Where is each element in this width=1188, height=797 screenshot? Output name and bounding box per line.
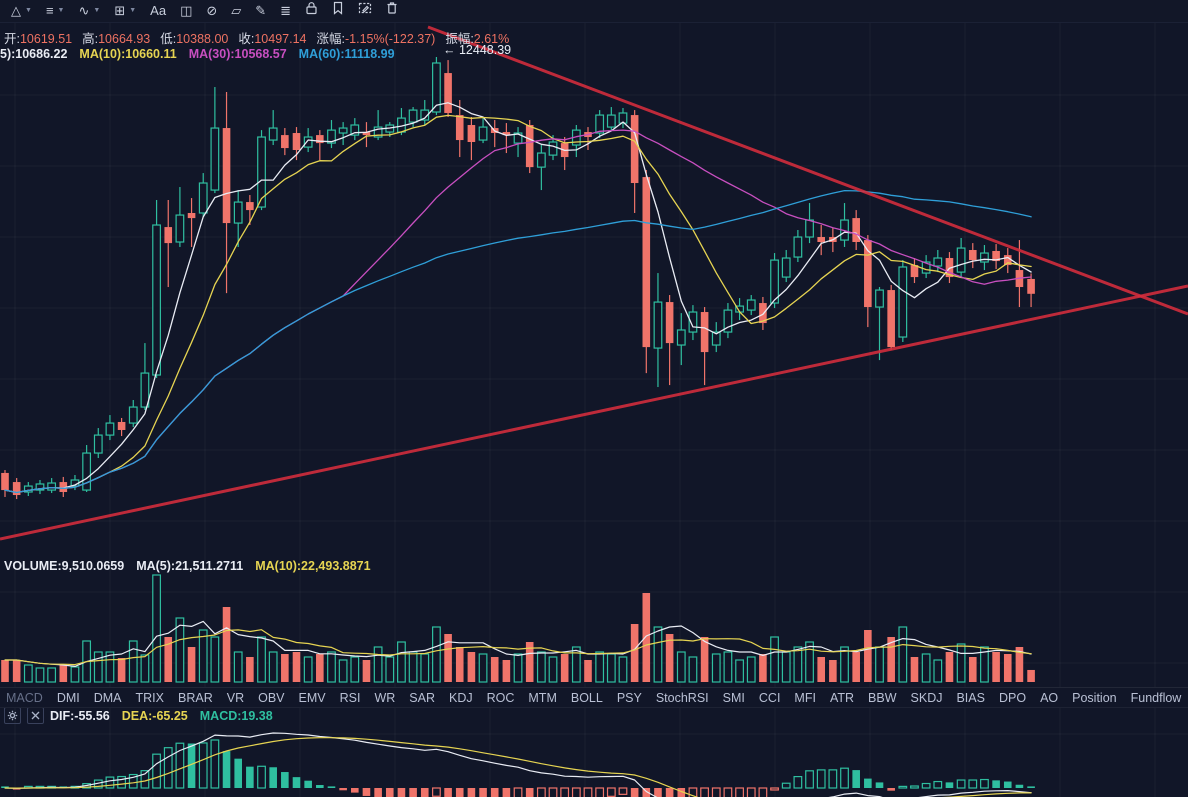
tab-ATR[interactable]: ATR [829,690,855,705]
volume-legend: VOLUME:9,510.0659 MA(5):21,511.2711 MA(10)… [4,559,383,573]
trend-line-icon: △ [11,3,21,18]
tab-SKDJ[interactable]: SKDJ [910,690,943,705]
tab-BIAS[interactable]: BIAS [956,690,985,705]
magnet-tool[interactable]: ⊘ [199,1,224,21]
tab-EMV[interactable]: EMV [298,690,326,705]
tab-SAR[interactable]: SAR [409,690,435,705]
pattern-icon: ⊞ [114,3,126,18]
tab-BOLL[interactable]: BOLL [570,690,603,705]
chevron-down-icon: ▼ [57,7,65,14]
legend-item: MA(60):11118.99 [298,47,395,61]
screenshot-icon [358,1,372,21]
text-icon: Aa [150,3,167,18]
ohlc-field: 高:10664.93 [82,32,151,46]
wave-tool[interactable]: ∿ ▼ [71,1,107,21]
tab-WR[interactable]: WR [374,690,396,705]
tab-DMA[interactable]: DMA [93,690,122,705]
indicator-tabstrip: MACD DMI DMA TRIX BRAR VR OBV EMV RSI WR SAR KDJ ROC… [0,687,1188,708]
ma-legend: 5):10686.22 MA(10):10660.11 MA(30):10568.5… [0,47,407,61]
tab-OBV[interactable]: OBV [258,690,285,705]
legend-item: DEA:-65.25 [121,708,188,723]
parallel-lines-tool[interactable]: ≡ ▼ [39,1,72,21]
tab-VR[interactable]: VR [226,690,245,705]
tab-DPO[interactable]: DPO [998,690,1027,705]
tab-MTM[interactable]: MTM [528,690,557,705]
ohlc-field: 涨幅:-1.15%(-122.37) [316,32,436,46]
ohlc-field: 收:10497.14 [238,32,307,46]
tab-MFI[interactable]: MFI [794,690,816,705]
legend-item: MA(30):10568.57 [188,47,287,61]
ohlc-field: 开:10619.51 [4,32,73,46]
magnet-icon: ⊘ [206,3,218,18]
bookmark-icon [332,1,344,21]
tab-PSY[interactable]: PSY [616,690,642,705]
lock-tool[interactable] [298,1,325,21]
trendline-drawing [0,284,1188,541]
tab-StochRSI[interactable]: StochRSI [655,690,709,705]
tab-RSI[interactable]: RSI [339,690,361,705]
tab-Fundflow[interactable]: Fundflow [1130,690,1182,705]
legend-item: 5):10686.22 [0,47,68,61]
measure-icon: ≣ [280,3,292,18]
trend-line-tool[interactable]: △ ▼ [4,1,39,21]
trendline-drawing [427,25,1188,316]
tab-TRIX[interactable]: TRIX [135,690,164,705]
macd-legend: DIF:-55.56 DEA:-65.25 MACD:19.38 [4,707,285,724]
delete-drawings-icon [386,1,398,21]
measure-tool[interactable]: ≣ [273,1,298,21]
drawing-toolbar: △ ▼ ≡ ▼ ∿ ▼ ⊞ ▼ Aa ◫ ⊘ ▱ ✎ ≣ [0,0,1188,23]
freehand-draw-tool[interactable]: ✎ [248,1,273,21]
chevron-down-icon: ▼ [129,7,137,14]
eraser-icon: ◫ [180,3,193,18]
tab-CCI[interactable]: CCI [758,690,781,705]
tab-SMI[interactable]: SMI [722,690,745,705]
bookmark-tool[interactable] [325,1,351,21]
tab-KDJ[interactable]: KDJ [448,690,473,705]
ruler-icon: ▱ [231,3,242,18]
legend-item: MA(10):22,493.8871 [255,559,371,573]
eraser-tool[interactable]: ◫ [173,1,199,21]
text-tool[interactable]: Aa [143,1,173,21]
tab-Position[interactable]: Position [1072,690,1117,705]
screenshot-tool[interactable] [351,1,379,21]
gear-icon [7,710,18,721]
tab-BRAR[interactable]: BRAR [178,690,213,705]
chevron-down-icon: ▼ [25,7,32,14]
freehand-draw-icon: ✎ [255,3,267,18]
ohlc-field: 低:10388.00 [160,32,229,46]
price-annotation: ← 12448.39 [443,43,512,57]
legend-item: MACD:19.38 [199,708,273,723]
close-icon [31,711,40,720]
indicator-close-button[interactable] [27,707,44,724]
legend-item: MA(10):10660.11 [79,47,177,61]
chevron-down-icon: ▼ [93,7,101,14]
legend-item: VOLUME:9,510.0659 [4,559,125,573]
legend-item: MA(5):21,511.2711 [136,559,244,573]
tab-DMI[interactable]: DMI [56,690,80,705]
wave-icon: ∿ [78,3,90,18]
ohlc-legend: 开:10619.51 高:10664.93 低:10388.00 收:10497.14… [4,28,519,47]
tab-ROC[interactable]: ROC [486,690,515,705]
pattern-tool[interactable]: ⊞ ▼ [107,1,143,21]
parallel-lines-icon: ≡ [45,3,54,18]
tab-BBW[interactable]: BBW [868,690,897,705]
tab-AO[interactable]: AO [1040,690,1059,705]
indicator-settings-button[interactable] [4,707,21,724]
ohlc-field: 振幅:2.61% [445,32,510,46]
lock-icon [305,1,318,21]
ruler-tool[interactable]: ▱ [224,1,248,21]
tab-MACD[interactable]: MACD [6,690,43,705]
delete-drawings-tool[interactable] [379,1,405,21]
legend-item: DIF:-55.56 [50,708,110,723]
